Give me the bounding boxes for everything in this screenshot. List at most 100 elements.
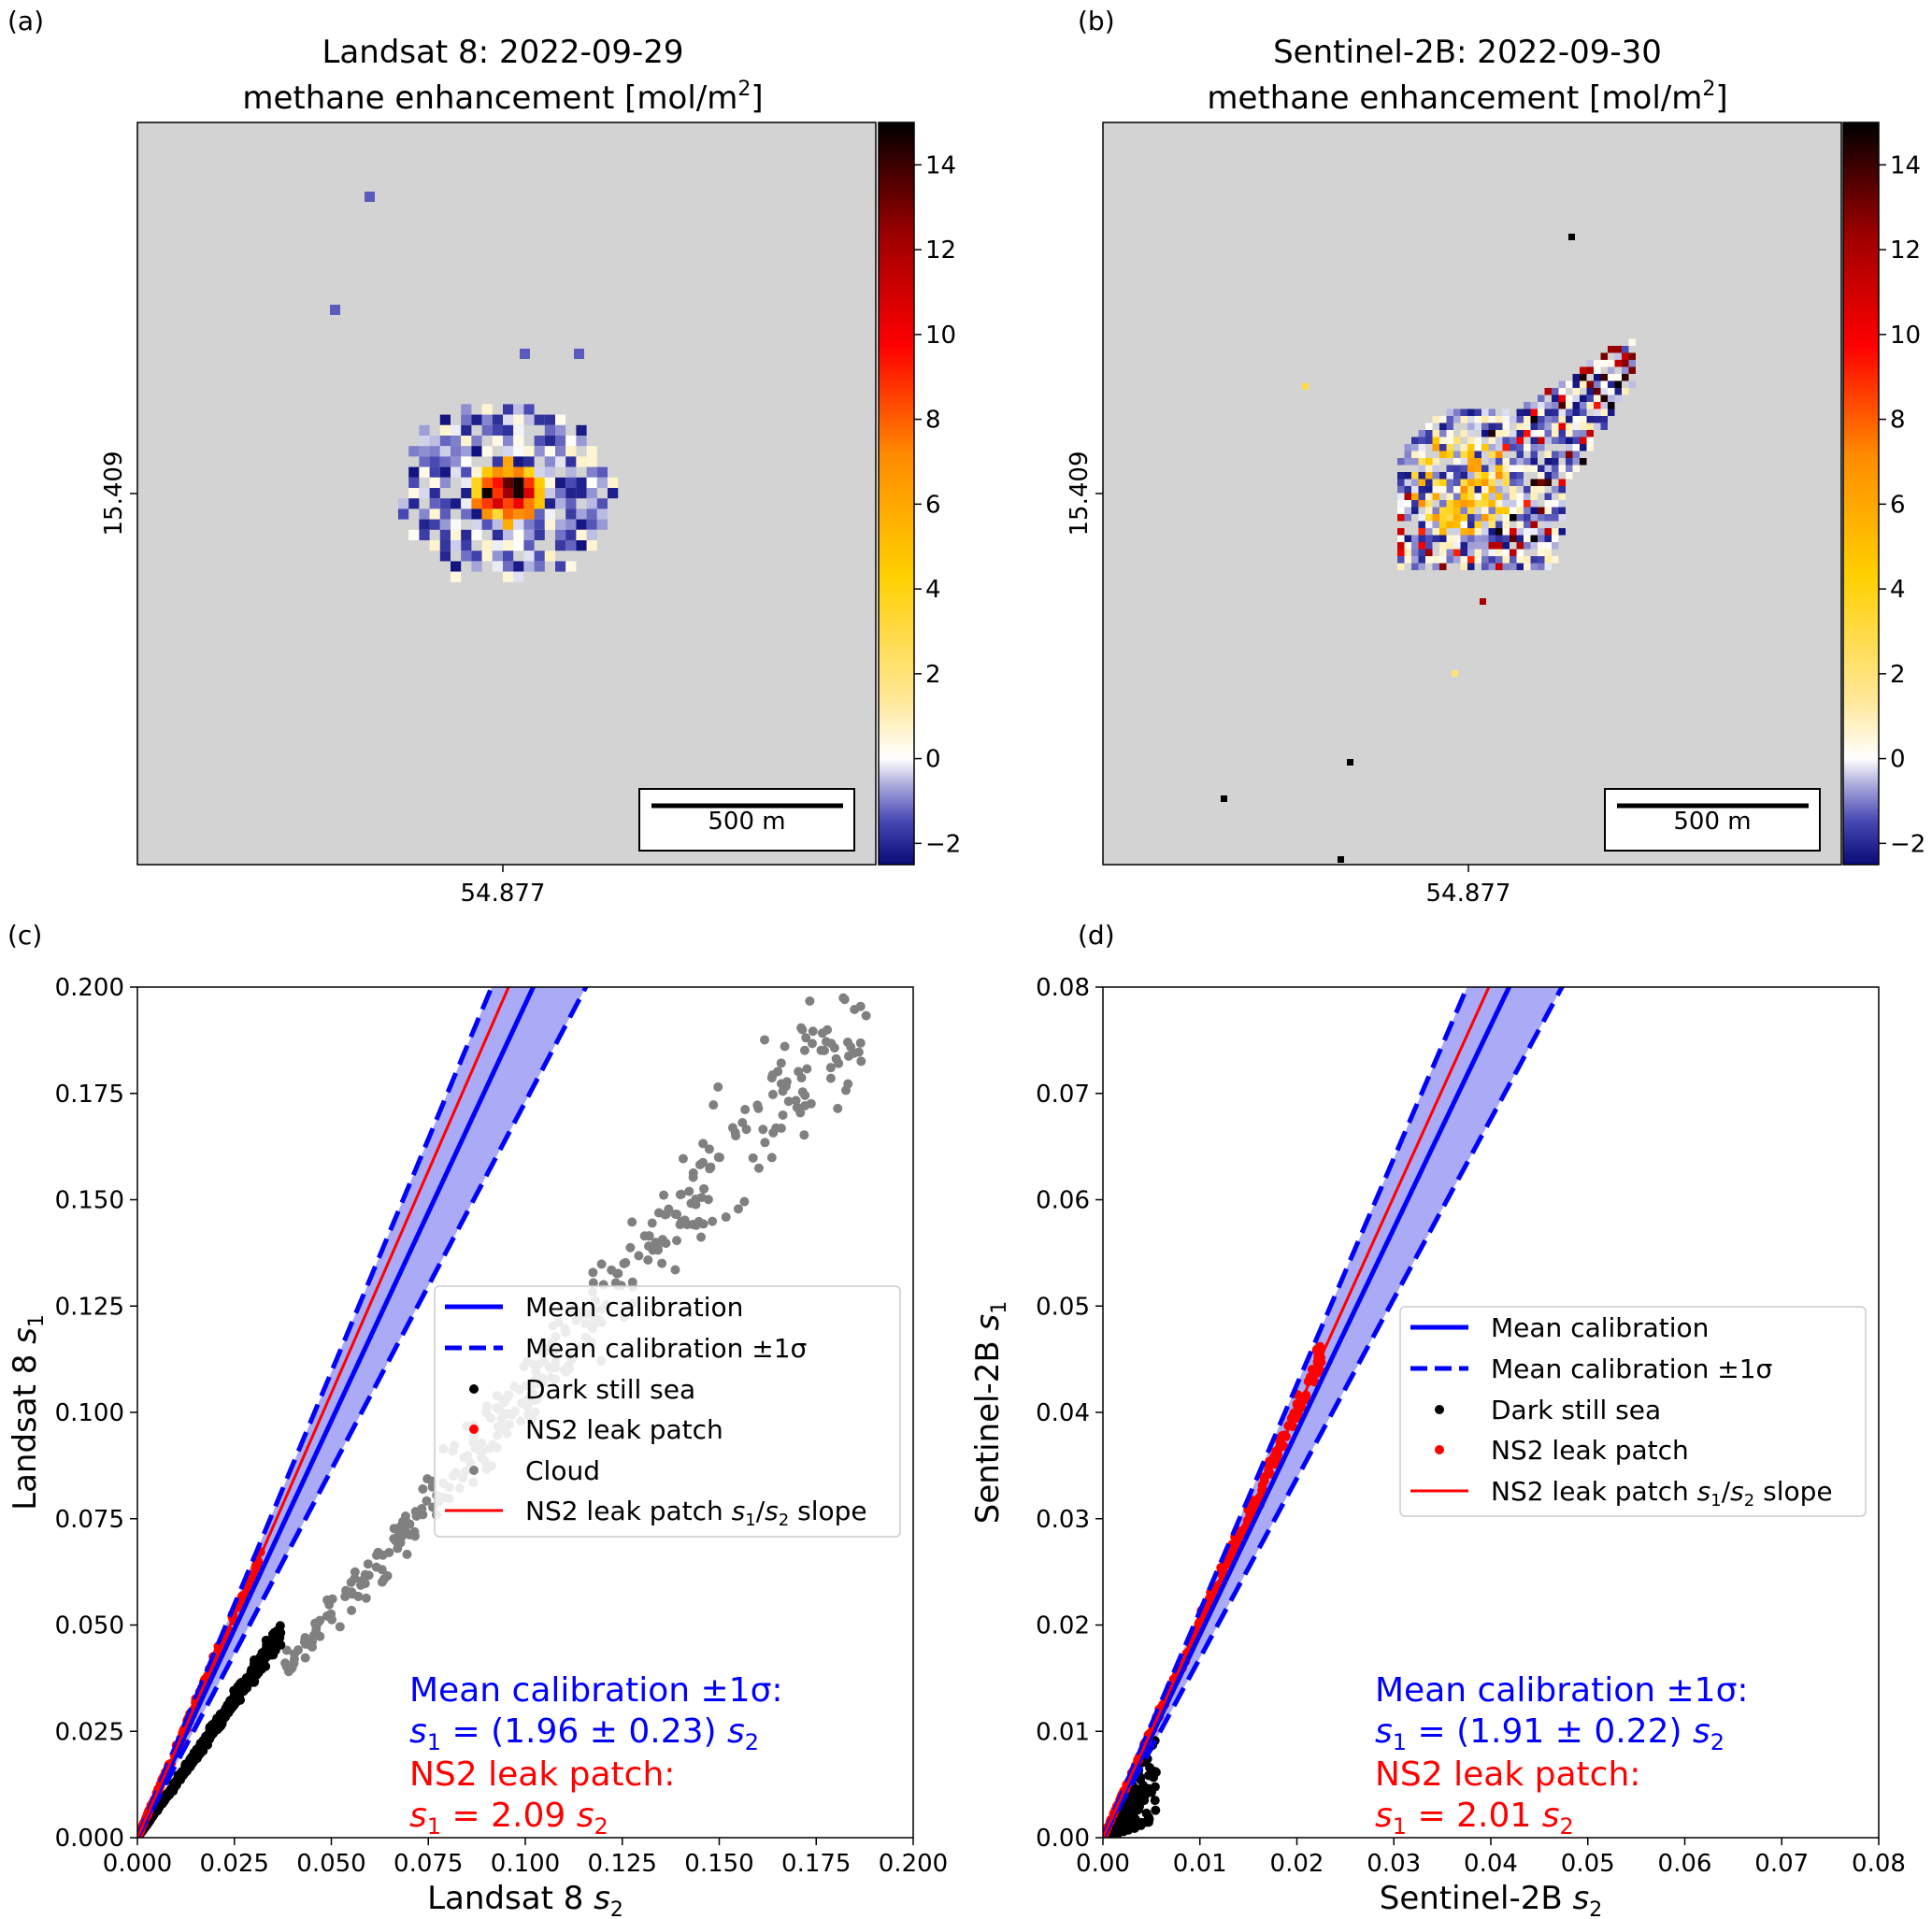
panel-letter: (b) bbox=[1078, 6, 1115, 36]
sigma-upper-line bbox=[137, 987, 494, 1838]
pixel bbox=[1446, 521, 1453, 528]
scalebar: 500 m bbox=[1604, 788, 1821, 852]
pixel bbox=[1552, 542, 1559, 550]
pixel bbox=[1586, 444, 1594, 451]
pixel bbox=[1544, 479, 1552, 486]
pixel bbox=[439, 466, 451, 478]
pixel bbox=[534, 414, 545, 425]
dark-sea-point bbox=[1124, 1823, 1135, 1833]
pixel bbox=[1530, 563, 1538, 570]
pixel bbox=[481, 519, 493, 530]
pixel bbox=[1538, 437, 1545, 444]
pixel bbox=[1530, 416, 1538, 423]
cloud-point bbox=[822, 1037, 832, 1047]
pixel bbox=[1404, 458, 1411, 465]
y-axis-label: Landsat 8 s1 bbox=[7, 1314, 49, 1511]
pixel bbox=[461, 540, 472, 551]
pixel bbox=[1488, 479, 1496, 486]
pixel bbox=[523, 488, 535, 499]
pixel bbox=[1544, 458, 1552, 465]
pixel bbox=[544, 519, 555, 530]
pixel bbox=[1453, 507, 1461, 514]
pixel bbox=[1524, 458, 1531, 465]
cloud-point bbox=[721, 1212, 731, 1223]
pixel bbox=[1425, 430, 1433, 437]
pixel bbox=[555, 529, 566, 540]
pixel bbox=[1446, 486, 1453, 494]
pixel bbox=[451, 571, 462, 582]
cloud-point bbox=[825, 1063, 836, 1073]
pixel bbox=[1453, 556, 1461, 564]
pixel bbox=[1439, 430, 1447, 437]
cloud-point bbox=[778, 1086, 788, 1096]
pixel bbox=[523, 414, 535, 425]
cloud-point bbox=[313, 1617, 323, 1627]
pixel bbox=[1558, 514, 1566, 522]
pixel bbox=[565, 561, 577, 572]
pixel bbox=[1502, 500, 1510, 508]
annotation-ns2-equation: s1 = 2.01 s2 bbox=[1375, 1797, 1574, 1840]
pixel bbox=[1538, 430, 1545, 437]
pixel bbox=[492, 466, 503, 478]
pixel bbox=[492, 551, 503, 562]
pixel bbox=[1446, 408, 1453, 416]
pixel bbox=[1544, 437, 1552, 444]
cloud-point bbox=[612, 1268, 623, 1279]
pixel bbox=[1502, 521, 1510, 528]
pixel bbox=[1460, 500, 1467, 508]
colorbar-tick-label: 6 bbox=[1890, 491, 1906, 519]
pixel bbox=[555, 414, 566, 425]
pixel bbox=[1530, 493, 1538, 500]
pixel bbox=[1502, 444, 1510, 451]
colorbar-tick-label: 10 bbox=[1890, 322, 1921, 350]
scatter-plot bbox=[137, 987, 871, 1838]
pixel bbox=[1622, 346, 1629, 353]
pixel bbox=[596, 508, 608, 520]
pixel bbox=[1496, 422, 1503, 430]
pixel bbox=[586, 519, 597, 530]
legend-swatch-ns2 bbox=[1435, 1445, 1444, 1454]
pixel bbox=[1572, 444, 1580, 451]
cloud-point bbox=[833, 1103, 843, 1113]
pixel bbox=[1586, 422, 1594, 430]
pixel bbox=[1530, 500, 1538, 508]
pixel bbox=[1467, 430, 1475, 437]
pixel bbox=[1474, 535, 1481, 542]
pixel bbox=[1594, 380, 1601, 388]
legend-label-ns2: NS2 leak patch bbox=[525, 1414, 723, 1445]
pixel bbox=[1572, 388, 1580, 395]
pixel bbox=[1397, 549, 1405, 556]
pixel bbox=[1453, 521, 1461, 528]
x-tick-label: 0.01 bbox=[1173, 1850, 1227, 1878]
legend: Mean calibration Mean calibration ±1σ Da… bbox=[1399, 1306, 1867, 1517]
pixel bbox=[408, 529, 420, 540]
pixel bbox=[1460, 542, 1467, 550]
pixel bbox=[365, 192, 375, 202]
pixel bbox=[1460, 430, 1467, 437]
pixel bbox=[1411, 444, 1419, 451]
cloud-point bbox=[393, 1543, 403, 1554]
pixel bbox=[1516, 507, 1524, 514]
pixel bbox=[1502, 542, 1510, 550]
pixel bbox=[1622, 352, 1629, 360]
pixel bbox=[1418, 479, 1425, 486]
pixel bbox=[1453, 472, 1461, 480]
cloud-point bbox=[377, 1577, 387, 1587]
pixel bbox=[1510, 514, 1517, 522]
dark-sea-point bbox=[178, 1767, 188, 1777]
pixel bbox=[534, 498, 545, 509]
pixel bbox=[1530, 507, 1538, 514]
pixel bbox=[1460, 472, 1467, 480]
cloud-point bbox=[856, 1056, 866, 1067]
pixel bbox=[1418, 430, 1425, 437]
pixel bbox=[439, 508, 451, 520]
pixel bbox=[1614, 360, 1622, 367]
pixel bbox=[1221, 795, 1227, 802]
pixel bbox=[1538, 549, 1545, 556]
pixel bbox=[1496, 465, 1503, 472]
cloud-point bbox=[346, 1577, 356, 1587]
pixel bbox=[608, 477, 619, 488]
pixel bbox=[1524, 416, 1531, 423]
pixel bbox=[492, 540, 503, 551]
dark-sea-point bbox=[185, 1754, 195, 1765]
